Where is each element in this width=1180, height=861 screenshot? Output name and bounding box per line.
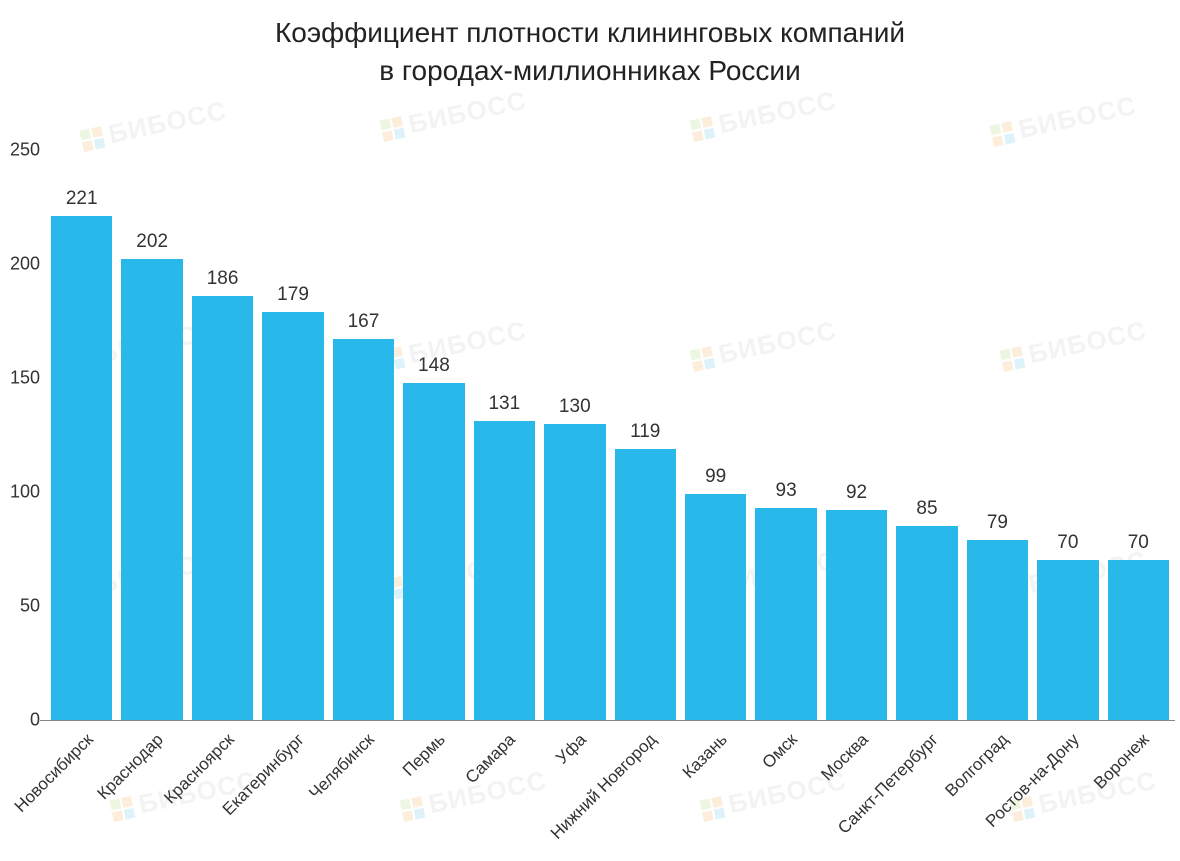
chart-title-line1: Коэффициент плотности клининговых компан… <box>275 17 905 48</box>
bar-slot: 79Волгоград <box>967 150 1028 720</box>
bar-value-label: 92 <box>846 482 867 504</box>
y-tick-label: 250 <box>0 140 40 161</box>
bar <box>544 424 605 720</box>
bar <box>1037 560 1098 720</box>
bar-slot: 70Воронеж <box>1108 150 1169 720</box>
watermark: БИБОСС <box>378 85 529 146</box>
bar <box>333 339 394 720</box>
bar-slot: 186Красноярск <box>192 150 253 720</box>
bar-value-label: 130 <box>559 396 591 418</box>
watermark: БИБОСС <box>988 90 1139 151</box>
bar-value-label: 179 <box>277 284 309 306</box>
bar-slot: 202Краснодар <box>121 150 182 720</box>
watermark: БИБОСС <box>78 95 229 156</box>
bar-slot: 221Новосибирск <box>51 150 112 720</box>
y-tick-label: 100 <box>0 482 40 503</box>
y-tick-label: 0 <box>0 710 40 731</box>
bar-slot: 167Челябинск <box>333 150 394 720</box>
chart-title: Коэффициент плотности клининговых компан… <box>0 14 1180 90</box>
bar-value-label: 167 <box>348 311 380 333</box>
bars-group: 221Новосибирск202Краснодар186Красноярск1… <box>45 150 1175 720</box>
bar <box>755 508 816 720</box>
watermark: БИБОСС <box>688 85 839 146</box>
bar-slot: 179Екатеринбург <box>262 150 323 720</box>
bar <box>121 259 182 720</box>
bar <box>896 526 957 720</box>
bar <box>615 449 676 720</box>
bar-value-label: 202 <box>136 231 168 253</box>
plot-area: 221Новосибирск202Краснодар186Красноярск1… <box>45 150 1175 720</box>
bar <box>826 510 887 720</box>
bar-slot: 148Пермь <box>403 150 464 720</box>
bar-slot: 119Нижний Новгород <box>615 150 676 720</box>
bar-value-label: 70 <box>1128 532 1149 554</box>
bar <box>192 296 253 720</box>
bar-value-label: 85 <box>916 498 937 520</box>
bar-value-label: 79 <box>987 512 1008 534</box>
bar <box>403 383 464 720</box>
bar <box>474 421 535 720</box>
bar-slot: 92Москва <box>826 150 887 720</box>
bar-value-label: 70 <box>1057 532 1078 554</box>
bar-value-label: 148 <box>418 355 450 377</box>
bar-slot: 131Самара <box>474 150 535 720</box>
y-tick-label: 150 <box>0 368 40 389</box>
bar-slot: 70Ростов-на-Дону <box>1037 150 1098 720</box>
bar-value-label: 93 <box>776 480 797 502</box>
bar-slot: 93Омск <box>755 150 816 720</box>
bar-slot: 130Уфа <box>544 150 605 720</box>
y-tick-label: 200 <box>0 254 40 275</box>
x-axis-line <box>40 720 1175 721</box>
chart-title-line2: в городах-миллионниках России <box>379 55 800 86</box>
chart-container: БИБОССБИБОССБИБОССБИБОССБИБОССБИБОССБИБО… <box>0 0 1180 861</box>
bar-value-label: 221 <box>66 188 98 210</box>
bar-value-label: 186 <box>207 268 239 290</box>
bar <box>262 312 323 720</box>
bar <box>1108 560 1169 720</box>
bar-slot: 99Казань <box>685 150 746 720</box>
bar-value-label: 131 <box>488 393 520 415</box>
bar-value-label: 119 <box>630 421 660 443</box>
bar <box>967 540 1028 720</box>
bar <box>51 216 112 720</box>
bar <box>685 494 746 720</box>
bar-value-label: 99 <box>705 466 726 488</box>
bar-slot: 85Санкт-Петербург <box>896 150 957 720</box>
y-tick-label: 50 <box>0 596 40 617</box>
